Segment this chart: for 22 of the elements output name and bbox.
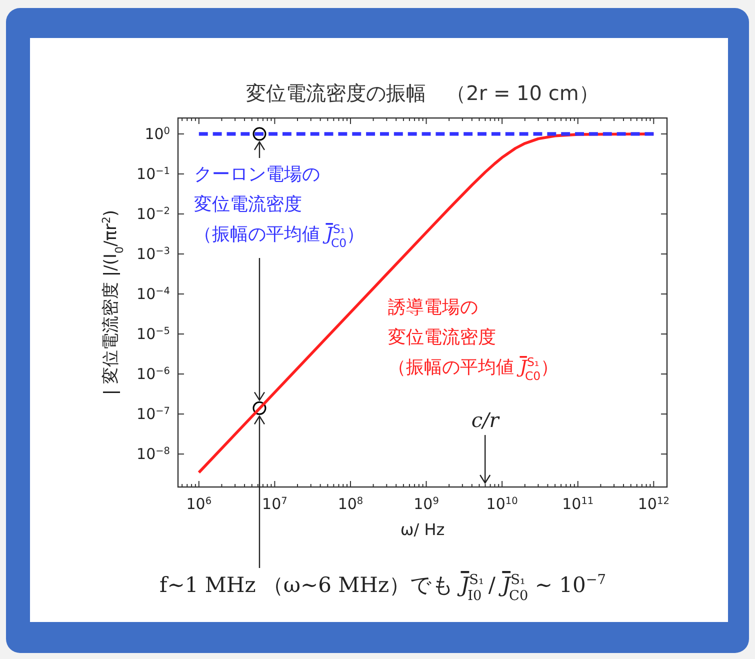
x-axis-title: ω/ Hz: [400, 520, 445, 539]
chart-title: 変位電流密度の振幅 （2r = 10 cm）: [246, 81, 599, 105]
y-tick-label: 10$^{−8}$: [136, 445, 170, 464]
y-tick-label: 10$^{0}$: [144, 124, 170, 143]
series-label: クーロン電場の変位電流密度（振幅の平均値 J$^{S₁}$$_{C0}$）: [194, 164, 365, 250]
y-tick-label: 10$^{−6}$: [136, 365, 170, 384]
x-tick-label: 10$^{6}$: [186, 495, 212, 513]
y-tick-label: 10$^{−5}$: [136, 324, 170, 343]
y-tick-label: 10$^{−7}$: [136, 405, 170, 424]
x-tick-label: 10$^{12}$: [638, 495, 670, 513]
x-tick-label: 10$^{9}$: [414, 495, 439, 513]
y-tick-label: 10$^{−1}$: [136, 164, 170, 183]
y-tick-label: 10$^{−4}$: [136, 284, 170, 303]
x-tick-label: 10$^{11}$: [562, 495, 594, 513]
series-label: 誘導電場の変位電流密度（振幅の平均値 J$^{S₁}$$_{C0}$）: [388, 297, 559, 383]
y-tick-label: 10$^{−3}$: [136, 244, 170, 263]
y-tick-label: 10$^{−2}$: [136, 204, 170, 223]
x-tick-label: 10$^{8}$: [338, 495, 364, 513]
annotation: c/r: [471, 408, 500, 432]
x-tick-label: 10$^{7}$: [262, 495, 288, 513]
x-tick-label: 10$^{10}$: [486, 495, 518, 513]
text: f∼1 MHz （ω∼6 MHz）でも J$^{S₁}$$_{I0}$ / J$^{S₁}$$_{C0}$ ∼ 10$^{−7}$: [159, 572, 606, 604]
